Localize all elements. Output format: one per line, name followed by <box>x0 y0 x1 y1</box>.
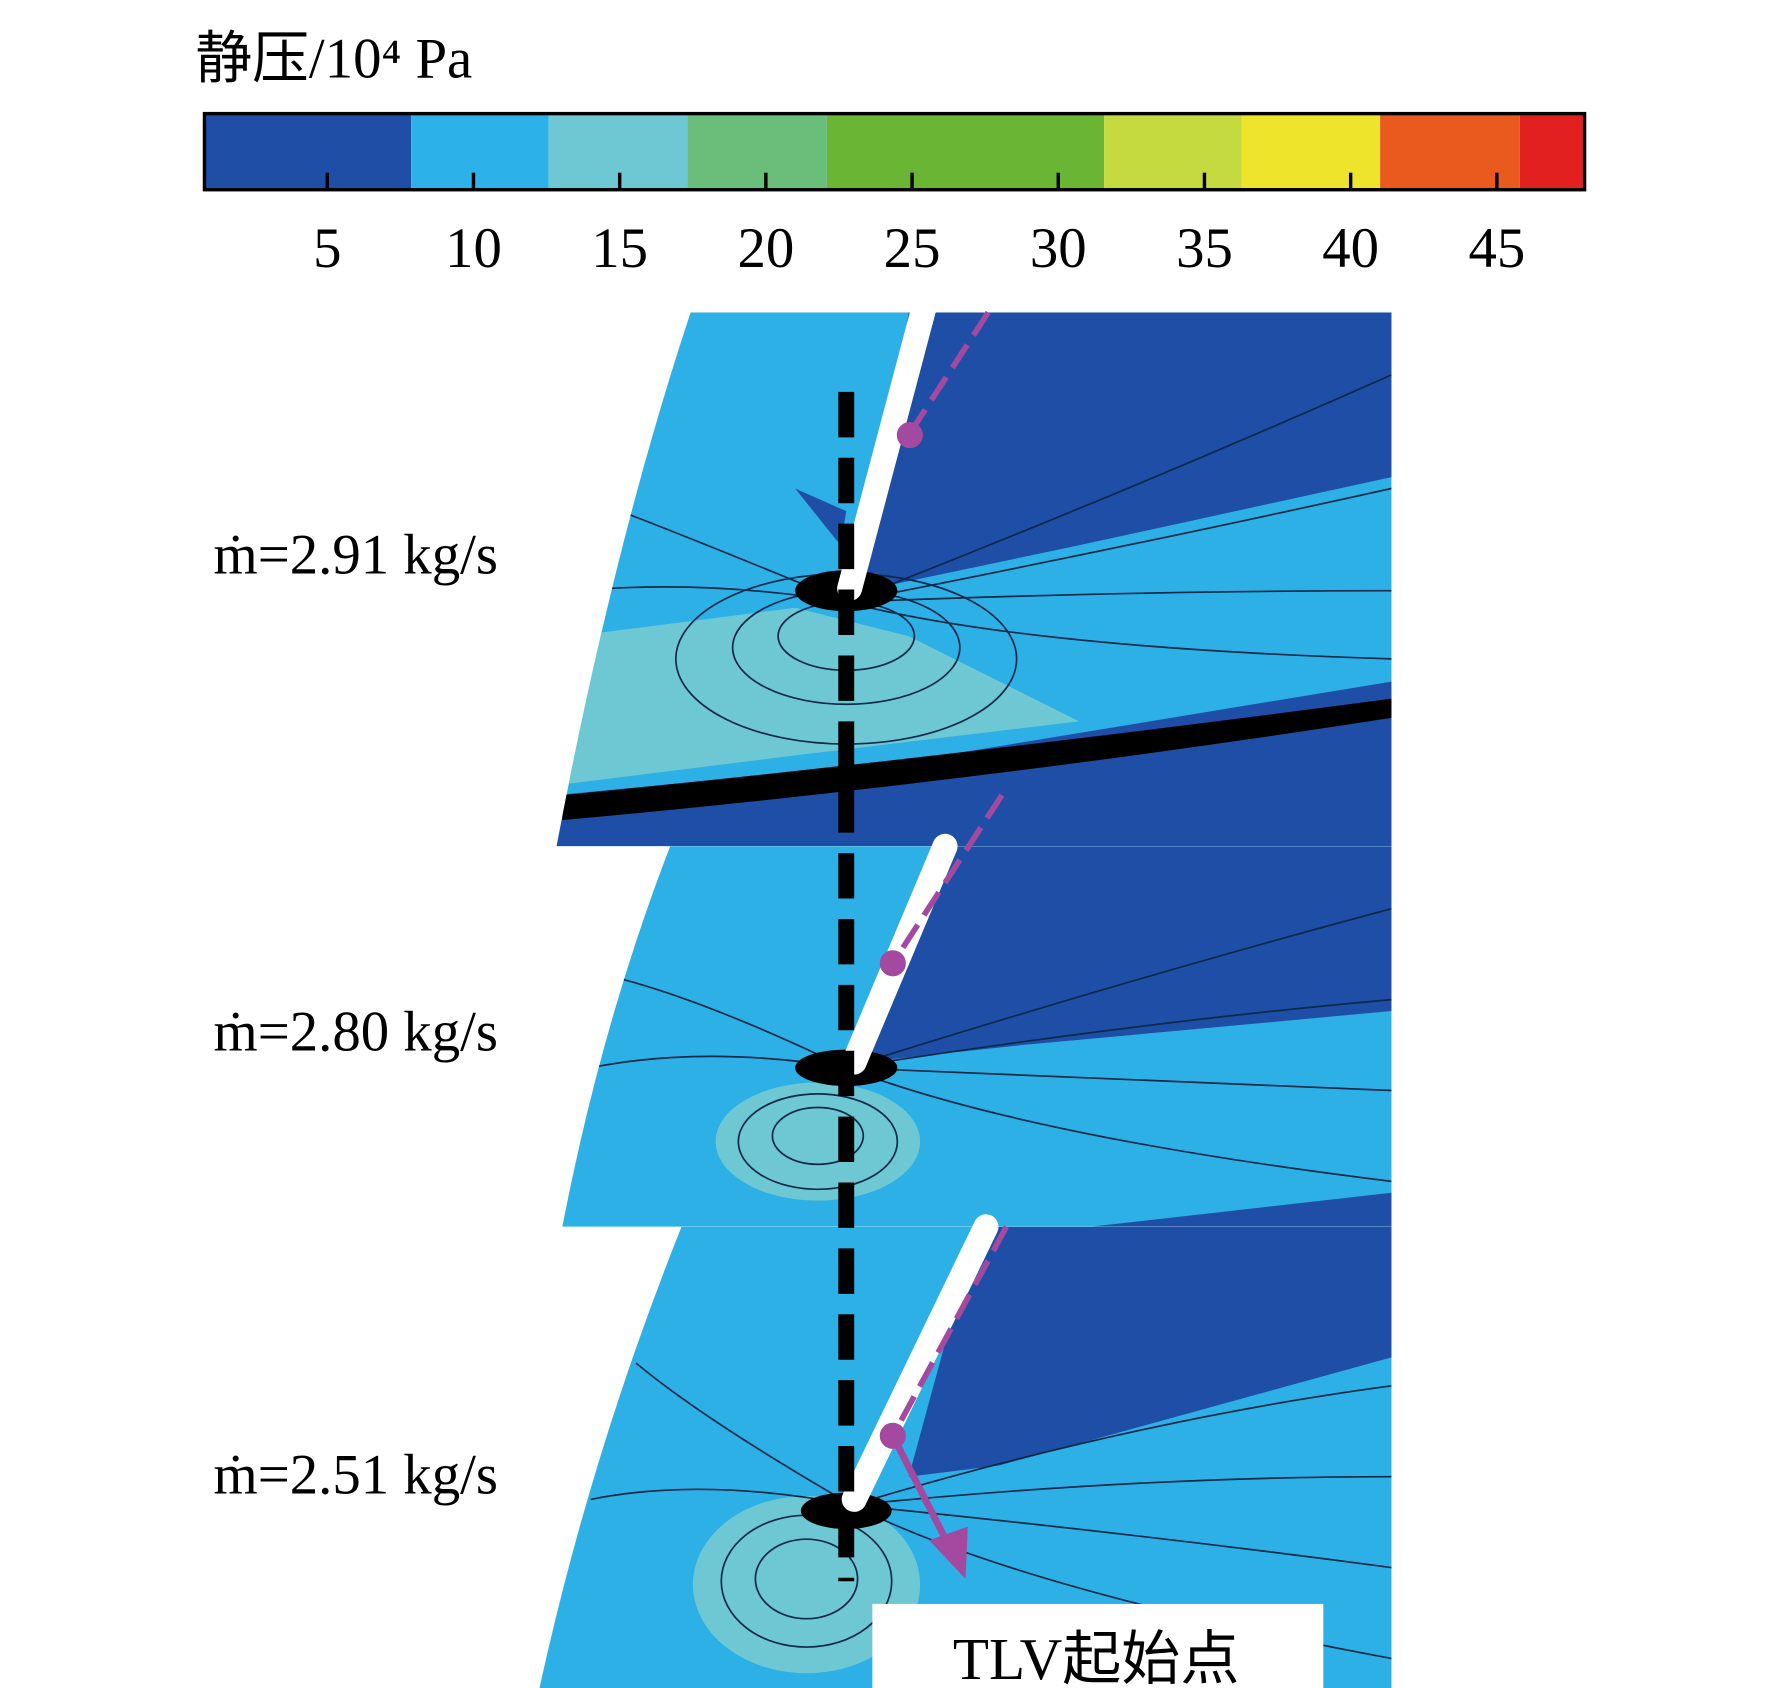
colorbar-title: 静压/10⁴ Pa <box>195 27 472 90</box>
panel-field <box>562 846 1392 1227</box>
annotation-box <box>872 1603 1324 1688</box>
colorbar-tick-label: 35 <box>1176 217 1233 280</box>
colorbar-tick-label: 5 <box>313 217 341 280</box>
colorbar-tick-label: 45 <box>1468 217 1525 280</box>
panel-label: ṁ=2.51 kg/s <box>214 1444 498 1507</box>
colorbar-tick-label: 15 <box>591 217 648 280</box>
tlv-trajectory <box>879 310 1009 1579</box>
panel-field <box>556 312 1392 847</box>
annotation: TLV起始点 <box>953 1626 1240 1688</box>
colorbar <box>202 111 1587 192</box>
colorbar-tick-label: 10 <box>445 217 502 280</box>
colorbar-tick-label: 25 <box>884 217 941 280</box>
panel-label: ṁ=2.80 kg/s <box>214 1001 498 1064</box>
panel-label: ṁ=2.91 kg/s <box>214 524 498 587</box>
colorbar-tick-label: 40 <box>1322 217 1379 280</box>
colorbar-tick-label: 30 <box>1030 217 1087 280</box>
colorbar-tick-label: 20 <box>737 217 794 280</box>
